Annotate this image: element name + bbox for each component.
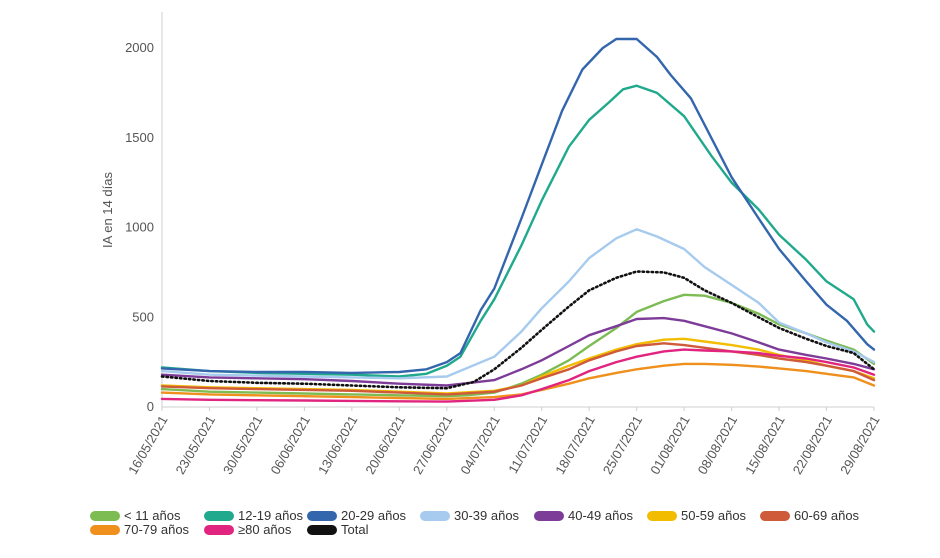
legend-item[interactable]: < 11 años: [90, 508, 181, 523]
legend-item[interactable]: 40-49 años: [534, 508, 633, 523]
x-tick-label: 15/08/2021: [742, 413, 788, 477]
legend-item[interactable]: 12-19 años: [204, 508, 303, 523]
x-tick-label: 06/06/2021: [267, 413, 313, 477]
series-line-80-a-os: [160, 348, 876, 403]
x-tick-label: 29/08/2021: [837, 413, 883, 477]
legend-swatch: [420, 510, 450, 521]
series-line-40-49-a-os: [160, 316, 876, 387]
legend-label: 60-69 años: [794, 508, 860, 523]
x-tick-label: 27/06/2021: [410, 413, 456, 477]
y-tick-labels: 0 500 1000 1500 2000: [125, 40, 154, 414]
legend-item[interactable]: Total: [307, 522, 368, 537]
y-tick-label: 1500: [125, 130, 154, 145]
legend-item[interactable]: 70-79 años: [90, 522, 189, 537]
legend-label: 12-19 años: [238, 508, 304, 523]
series-line-12-19-a-os: [160, 84, 876, 378]
legend-label: 20-29 años: [341, 508, 407, 523]
y-tick-label: 500: [132, 309, 154, 324]
legend-swatch: [307, 524, 337, 535]
legend-item[interactable]: 60-69 años: [760, 508, 859, 523]
legend-item[interactable]: 50-59 años: [647, 508, 746, 523]
legend-swatch: [307, 510, 337, 521]
y-tick-label: 1000: [125, 220, 154, 235]
x-tick-label: 08/08/2021: [695, 413, 741, 477]
y-tick-label: 2000: [125, 40, 154, 55]
x-tick-label: 04/07/2021: [457, 413, 503, 477]
series-line-total: [160, 270, 876, 390]
legend-item[interactable]: 30-39 años: [420, 508, 519, 523]
x-tick-label: 13/06/2021: [315, 413, 361, 477]
legend-label: < 11 años: [124, 508, 181, 523]
legend-swatch: [204, 510, 234, 521]
x-tick-label: 25/07/2021: [600, 413, 646, 477]
series-line-70-79-a-os: [160, 362, 876, 401]
series-line-11-a-os: [160, 293, 876, 398]
x-tick-labels: 16/05/2021 23/05/2021 30/05/2021 06/06/2021…: [125, 407, 883, 477]
legend-label: 70-79 años: [124, 522, 190, 537]
legend-item[interactable]: 20-29 años: [307, 508, 406, 523]
legend-swatch: [534, 510, 564, 521]
legend-swatch: [90, 510, 120, 521]
legend-item[interactable]: ≥80 años: [204, 522, 291, 537]
series-line-30-39-a-os: [160, 228, 876, 380]
series-line-20-29-a-os: [160, 37, 876, 375]
series-line-60-69-a-os: [160, 342, 876, 396]
x-tick-label: 30/05/2021: [220, 413, 266, 477]
legend-label: 40-49 años: [568, 508, 634, 523]
x-tick-label: 20/06/2021: [362, 413, 408, 477]
x-tick-label: 16/05/2021: [125, 413, 171, 477]
x-tick-label: 01/08/2021: [647, 413, 693, 477]
legend-swatch: [760, 510, 790, 521]
legend-swatch: [647, 510, 677, 521]
y-axis-label: IA en 14 días: [100, 172, 115, 248]
legend-label: Total: [341, 522, 369, 537]
y-tick-label: 0: [147, 399, 154, 414]
x-tick-label: 18/07/2021: [552, 413, 598, 477]
legend-label: 30-39 años: [454, 508, 520, 523]
y-axis-title: IA en 14 días: [100, 172, 115, 248]
legend-swatch: [90, 524, 120, 535]
x-tick-label: 23/05/2021: [173, 413, 219, 477]
x-tick-label: 11/07/2021: [505, 413, 550, 476]
legend-label: 50-59 años: [681, 508, 747, 523]
legend-label: ≥80 años: [238, 522, 292, 537]
x-tick-label: 22/08/2021: [790, 413, 836, 477]
series-layer: [160, 37, 876, 403]
legend-swatch: [204, 524, 234, 535]
